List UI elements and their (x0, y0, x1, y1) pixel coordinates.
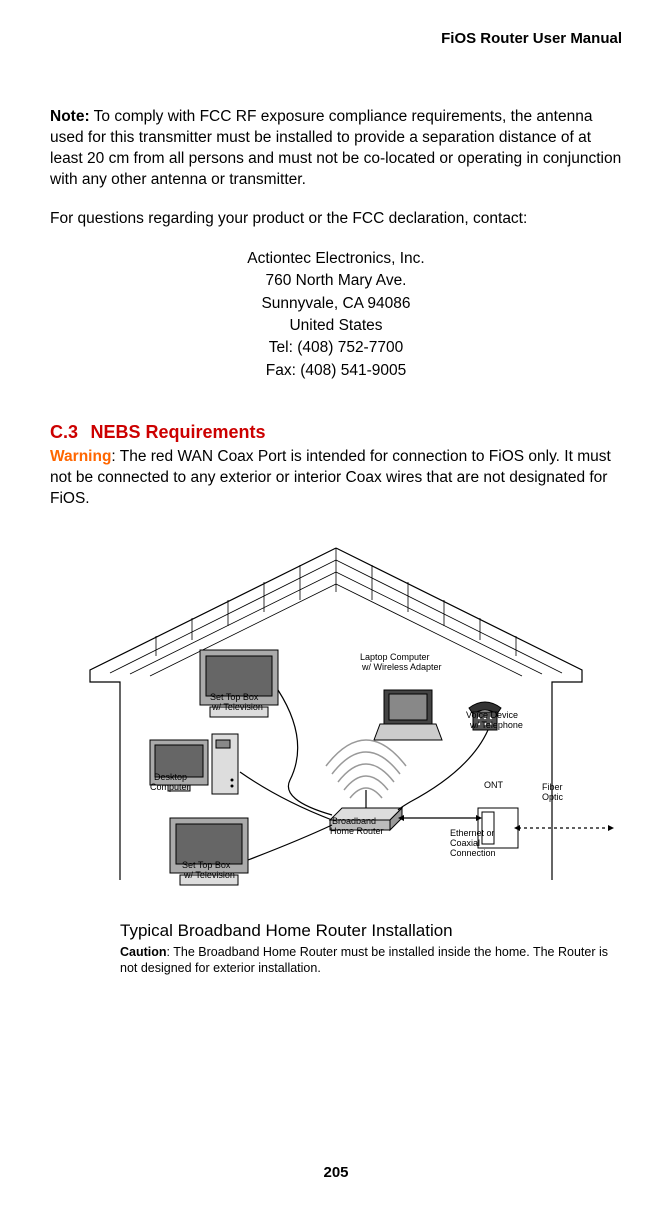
page-header: FiOS Router User Manual (50, 30, 622, 47)
contact-addr2: Sunnyvale, CA 94086 (50, 293, 622, 315)
contact-country: United States (50, 315, 622, 337)
section-title: NEBS Requirements (90, 422, 265, 442)
voice-label-2: w/ Telephone (469, 720, 523, 730)
desktop-label-1: Desktop (154, 772, 187, 782)
eth-label-1: Ethernet or (450, 828, 495, 838)
stb2-label-a: Set Top Box (182, 860, 231, 870)
eth-label-2: Coaxial (450, 838, 480, 848)
section-number: C.3 (50, 422, 78, 442)
note-label: Note: (50, 108, 90, 125)
wifi-arcs-icon (326, 740, 406, 798)
note-paragraph: Note: To comply with FCC RF exposure com… (50, 107, 622, 191)
phone-router-cable (398, 730, 488, 810)
fiber-label-2: Optic (542, 792, 564, 802)
contact-block: Actiontec Electronics, Inc. 760 North Ma… (50, 248, 622, 383)
laptop-label-1: Laptop Computer (360, 652, 430, 662)
contact-tel: Tel: (408) 752-7700 (50, 337, 622, 359)
router-label-1: Broadband (332, 816, 376, 826)
stb2-label-b: w/ Television (183, 870, 235, 880)
laptop-label-2: w/ Wireless Adapter (361, 662, 442, 672)
tv2-router-cable (248, 825, 332, 860)
caution-label: Caution (120, 945, 167, 959)
warning-text: : The red WAN Coax Port is intended for … (50, 448, 611, 507)
contact-addr1: 760 North Mary Ave. (50, 270, 622, 292)
ont-label: ONT (484, 780, 504, 790)
fiber-label-1: Fiber (542, 782, 563, 792)
caution-text: : The Broadband Home Router must be inst… (120, 945, 608, 975)
laptop-icon (374, 690, 442, 740)
installation-diagram: Laptop Computer w/ Wireless Adapter Set … (50, 540, 622, 976)
contact-intro: For questions regarding your product or … (50, 209, 622, 230)
stb1-label-a: Set Top Box (210, 692, 259, 702)
note-text: To comply with FCC RF exposure complianc… (50, 108, 621, 188)
warning-paragraph: Warning: The red WAN Coax Port is intend… (50, 447, 622, 510)
voice-label-1: Voice Device (466, 710, 518, 720)
diagram-caption-body: Caution: The Broadband Home Router must … (120, 945, 622, 976)
page-number: 205 (0, 1164, 672, 1181)
router-label-2: Home Router (330, 826, 384, 836)
section-heading: C.3 NEBS Requirements (50, 422, 622, 443)
eth-label-3: Connection (450, 848, 496, 858)
desktop-label-2: Computer (150, 782, 190, 792)
contact-company: Actiontec Electronics, Inc. (50, 248, 622, 270)
contact-fax: Fax: (408) 541-9005 (50, 360, 622, 382)
tv1-router-cable (278, 690, 332, 815)
stb1-label-b: w/ Television (211, 702, 263, 712)
desktop-router-cable (240, 772, 332, 820)
diagram-caption-title: Typical Broadband Home Router Installati… (120, 921, 622, 941)
warning-label: Warning (50, 448, 111, 465)
